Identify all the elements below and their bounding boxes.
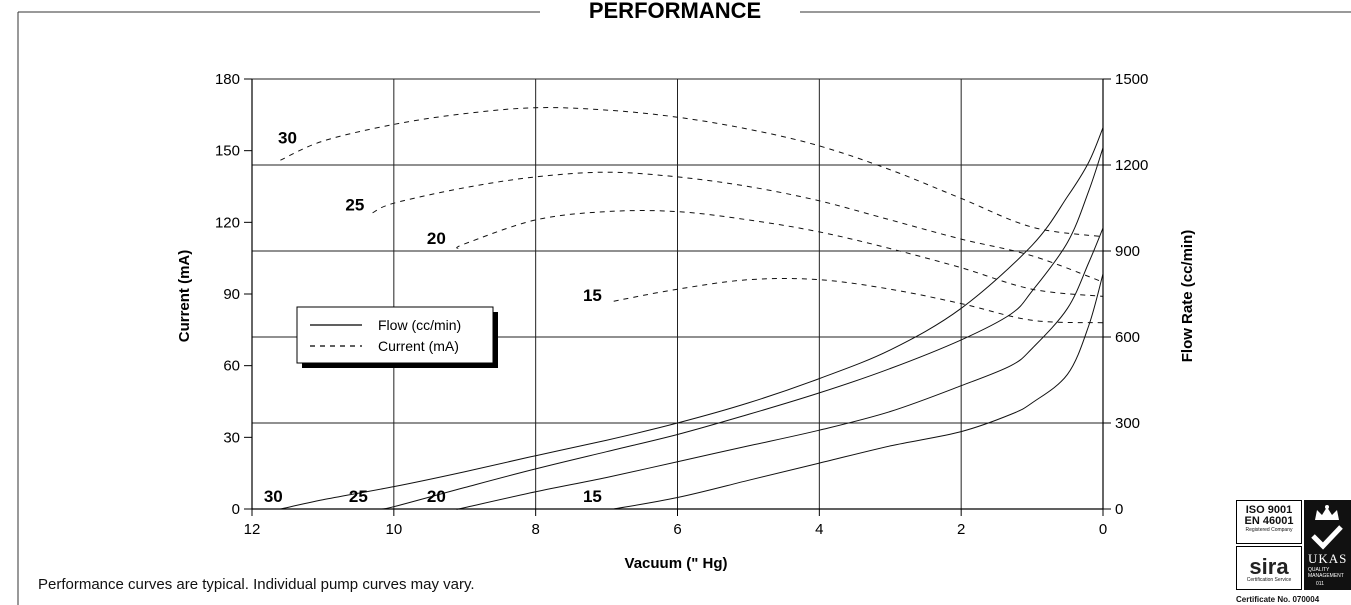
curve-label: 30 <box>278 129 297 148</box>
x-tick-label: 6 <box>673 521 681 538</box>
legend: Flow (cc/min) Current (mA) <box>296 306 498 368</box>
x-tick-label: 2 <box>957 521 965 538</box>
y2-tick-label: 300 <box>1115 415 1140 432</box>
ukas-number: 011 <box>1316 581 1324 587</box>
page-title: PERFORMANCE <box>589 0 761 23</box>
y-tick-label: 180 <box>215 71 240 88</box>
x-tick-label: 0 <box>1099 521 1107 538</box>
current-series-30 <box>280 107 1104 238</box>
y2-tick-label: 1200 <box>1115 157 1148 174</box>
ukas-sub: QUALITY MANAGEMENT <box>1308 567 1344 579</box>
flow-series-15 <box>613 273 1104 510</box>
y-tick-label: 60 <box>223 358 240 375</box>
legend-label-current: Current (mA) <box>378 338 459 354</box>
y2-tick-label: 1500 <box>1115 71 1148 88</box>
checkmark-icon <box>1311 525 1343 550</box>
sira-service: Certification Service <box>1246 577 1292 583</box>
iso-line2: EN 46001 <box>1244 515 1294 527</box>
series-layer <box>280 107 1104 510</box>
iso-badge: ISO 9001 EN 46001 Registered Company <box>1236 500 1302 544</box>
y2-tick-label: 0 <box>1115 501 1123 518</box>
current-series-15 <box>613 278 1104 324</box>
x-tick-label: 10 <box>385 521 402 538</box>
curve-label: 25 <box>349 487 368 506</box>
legend-box <box>296 306 494 364</box>
ukas-logo: UKAS <box>1308 551 1348 566</box>
x-tick-label: 8 <box>531 521 539 538</box>
y-tick-label: 150 <box>215 143 240 160</box>
iso-line1: ISO 9001 <box>1245 504 1293 516</box>
curve-label: 20 <box>427 487 446 506</box>
y-tick-label: 120 <box>215 214 240 231</box>
sira-logo: sira <box>1249 554 1289 579</box>
y-tick-label: 90 <box>223 286 240 303</box>
y-axis-label: Current (mA) <box>176 250 193 343</box>
y-tick-label: 30 <box>223 429 240 446</box>
page-frame: PERFORMANCE <box>17 0 1351 605</box>
current-series-20 <box>456 210 1104 297</box>
footnote: Performance curves are typical. Individu… <box>38 576 475 593</box>
curve-label: 15 <box>583 487 602 506</box>
iso-registered: Registered Company <box>1245 527 1293 533</box>
y2-tick-label: 600 <box>1115 329 1140 346</box>
sira-badge: sira Certification Service <box>1236 546 1302 590</box>
flow-series-25 <box>379 147 1104 510</box>
crown-icon <box>1315 505 1339 520</box>
curve-label: 20 <box>427 229 446 248</box>
flow-series-20 <box>456 227 1104 510</box>
x-tick-label: 12 <box>244 521 261 538</box>
curve-label: 30 <box>264 487 283 506</box>
x-tick-label: 4 <box>815 521 823 538</box>
grid <box>251 78 1104 510</box>
curve-label: 15 <box>583 286 602 305</box>
legend-label-flow: Flow (cc/min) <box>378 317 461 333</box>
flow-series-30 <box>280 127 1104 510</box>
y2-axis-label: Flow Rate (cc/min) <box>1179 230 1196 363</box>
curve-label: 25 <box>345 195 364 214</box>
certification-badges: ISO 9001 EN 46001 Registered Company sir… <box>1236 500 1351 605</box>
current-series-25 <box>372 171 1104 283</box>
y2-tick-label: 900 <box>1115 243 1140 260</box>
labels-layer: Vacuum (" Hg) Current (mA) Flow Rate (cc… <box>176 129 1196 573</box>
ukas-badge: UKAS QUALITY MANAGEMENT 011 <box>1304 500 1351 590</box>
x-axis-label: Vacuum (" Hg) <box>625 555 728 572</box>
certificate-number: Certificate No. 070004 <box>1236 595 1320 604</box>
y-tick-label: 0 <box>232 501 240 518</box>
